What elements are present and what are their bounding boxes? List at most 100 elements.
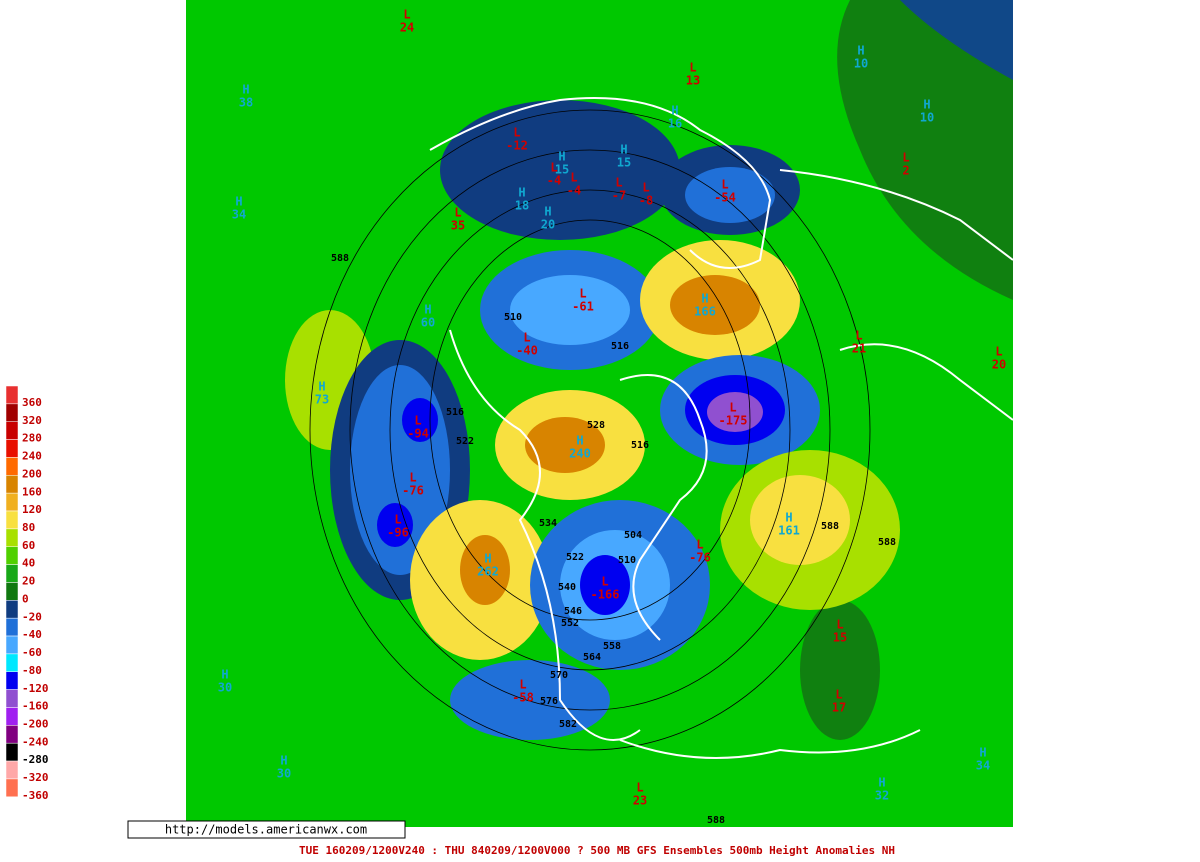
center-symbol: H <box>671 104 678 118</box>
center-value: -12 <box>506 139 528 153</box>
legend-label: 160 <box>22 485 42 498</box>
center-symbol: L <box>454 206 461 220</box>
center-symbol: L <box>579 287 586 301</box>
center-value: -4 <box>567 184 581 198</box>
legend-label: -320 <box>22 771 49 784</box>
legend-label: 320 <box>22 414 42 427</box>
legend-swatch <box>5 457 19 476</box>
center-value: -76 <box>689 551 711 565</box>
center-symbol: L <box>855 329 862 343</box>
center-value: 32 <box>875 789 889 803</box>
center-symbol: L <box>995 345 1002 359</box>
legend-label: -120 <box>22 682 49 695</box>
contour-label: 504 <box>624 530 642 541</box>
legend-label: -80 <box>22 664 42 677</box>
center-value: 18 <box>515 199 529 213</box>
source-url: http://models.americanwx.com <box>165 823 367 837</box>
center-value: -40 <box>516 344 538 358</box>
center-symbol: H <box>518 186 525 200</box>
contour-label: 588 <box>707 815 725 826</box>
center-value: -76 <box>402 484 424 498</box>
legend-swatch <box>5 439 19 458</box>
center-symbol: L <box>836 618 843 632</box>
center-value: 10 <box>920 111 934 125</box>
legend-swatch <box>5 707 19 726</box>
legend-swatch <box>5 510 19 530</box>
center-symbol: L <box>696 538 703 552</box>
legend-label: -200 <box>22 717 49 730</box>
contour-label: 588 <box>331 253 349 264</box>
center-symbol: L <box>721 178 728 192</box>
center-symbol: L <box>403 8 410 22</box>
center-symbol: L <box>601 575 608 589</box>
legend-label: 20 <box>22 575 35 588</box>
center-symbol: H <box>318 380 325 394</box>
center-symbol: L <box>513 126 520 140</box>
center-value: 30 <box>218 681 232 695</box>
center-value: 17 <box>832 701 846 715</box>
center-symbol: L <box>689 61 696 75</box>
legend-label: 0 <box>22 592 29 605</box>
center-symbol: H <box>242 83 249 97</box>
center-value: 20 <box>992 358 1006 372</box>
center-value: 10 <box>854 57 868 71</box>
source-box <box>127 820 406 839</box>
center-symbol: L <box>636 781 643 795</box>
center-symbol: L <box>519 678 526 692</box>
center-symbol: H <box>484 552 491 566</box>
legend-label: 360 <box>22 396 42 409</box>
legend-label: -20 <box>22 610 42 623</box>
center-value: -175 <box>719 414 748 428</box>
color-legend: 360320280240200160120806040200-20-40-60-… <box>5 385 49 802</box>
center-symbol: L <box>642 181 649 195</box>
center-symbol: H <box>235 195 242 209</box>
center-symbol: H <box>923 98 930 112</box>
center-value: 24 <box>400 21 414 35</box>
contour-label: 570 <box>550 670 568 681</box>
center-symbol: H <box>424 303 431 317</box>
center-value: 21 <box>852 342 866 356</box>
legend-label: -280 <box>22 753 49 766</box>
legend-swatch <box>5 725 19 744</box>
center-value: 240 <box>569 447 591 461</box>
legend-swatch <box>5 582 19 601</box>
center-value: 34 <box>232 208 246 222</box>
contour-label: 516 <box>611 341 629 352</box>
legend-label: 60 <box>22 539 35 552</box>
contour-label: 522 <box>456 436 474 447</box>
center-value: -94 <box>407 427 429 441</box>
contour-label: 588 <box>821 521 839 532</box>
contour-label: 588 <box>878 537 896 548</box>
legend-swatch <box>5 564 19 583</box>
caption: TUE 160209/1200V240 : THU 840209/1200V00… <box>299 844 895 857</box>
legend-label: 80 <box>22 521 35 534</box>
legend-label: -240 <box>22 735 49 748</box>
center-symbol: H <box>857 44 864 58</box>
contour-label: 516 <box>631 440 649 451</box>
anomaly-fields <box>285 0 1013 740</box>
center-symbol: H <box>979 746 986 760</box>
center-symbol: L <box>414 414 421 428</box>
center-symbol: L <box>570 171 577 185</box>
center-value: 262 <box>477 565 499 579</box>
center-symbol: H <box>544 205 551 219</box>
legend-label: 40 <box>22 557 35 570</box>
center-value: 35 <box>451 219 465 233</box>
legend-label: 120 <box>22 503 42 516</box>
center-value: 60 <box>421 316 435 330</box>
contour-label: 534 <box>539 518 557 529</box>
legend-label: 200 <box>22 467 42 480</box>
center-value: 34 <box>976 759 990 773</box>
contour-label: 564 <box>583 652 601 663</box>
legend-label: -40 <box>22 628 42 641</box>
center-value: -58 <box>512 691 534 705</box>
center-value: -4 <box>547 174 561 188</box>
legend-label: -360 <box>22 789 49 802</box>
contour-label: 510 <box>618 555 636 566</box>
coastlines <box>429 97 1014 759</box>
height-contours <box>309 109 871 751</box>
legend-swatch <box>5 546 19 565</box>
center-symbol: L <box>523 331 530 345</box>
